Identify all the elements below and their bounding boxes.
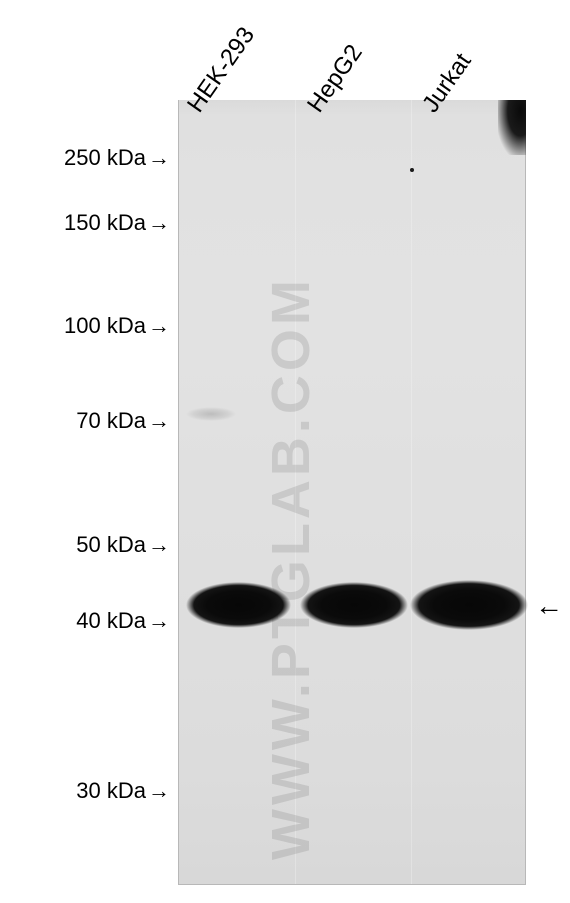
mw-marker-150: 150 kDa→ bbox=[64, 210, 170, 236]
mw-marker-30: 30 kDa→ bbox=[76, 778, 170, 804]
mw-marker-70: 70 kDa→ bbox=[76, 408, 170, 434]
blot-membrane bbox=[178, 100, 526, 885]
blot-figure: WWW.PTGLAB.COM HEK-293 HepG2 Jurkat 250 … bbox=[0, 0, 570, 903]
mw-marker-40: 40 kDa→ bbox=[76, 608, 170, 634]
band-lane2 bbox=[300, 582, 408, 628]
mw-marker-100: 100 kDa→ bbox=[64, 313, 170, 339]
mw-label: 50 kDa bbox=[76, 532, 146, 557]
arrow-right-icon: → bbox=[148, 313, 170, 339]
arrow-right-icon: → bbox=[148, 408, 170, 434]
corner-smudge bbox=[498, 100, 526, 155]
mw-label: 70 kDa bbox=[76, 408, 146, 433]
lane-separator bbox=[411, 100, 412, 884]
target-band-arrow-icon: ← bbox=[535, 590, 563, 622]
mw-marker-50: 50 kDa→ bbox=[76, 532, 170, 558]
mw-label: 250 kDa bbox=[64, 145, 146, 170]
arrow-right-icon: → bbox=[148, 210, 170, 236]
watermark-text: WWW.PTGLAB.COM bbox=[260, 276, 322, 860]
arrow-right-icon: → bbox=[148, 608, 170, 634]
band-lane3 bbox=[410, 580, 528, 630]
mw-label: 150 kDa bbox=[64, 210, 146, 235]
arrow-right-icon: → bbox=[148, 778, 170, 804]
mw-label: 40 kDa bbox=[76, 608, 146, 633]
mw-label: 30 kDa bbox=[76, 778, 146, 803]
arrow-right-icon: → bbox=[148, 145, 170, 171]
band-lane1 bbox=[186, 582, 291, 628]
speck bbox=[410, 168, 414, 172]
faint-band bbox=[186, 407, 236, 421]
mw-label: 100 kDa bbox=[64, 313, 146, 338]
mw-marker-250: 250 kDa→ bbox=[64, 145, 170, 171]
arrow-right-icon: → bbox=[148, 532, 170, 558]
